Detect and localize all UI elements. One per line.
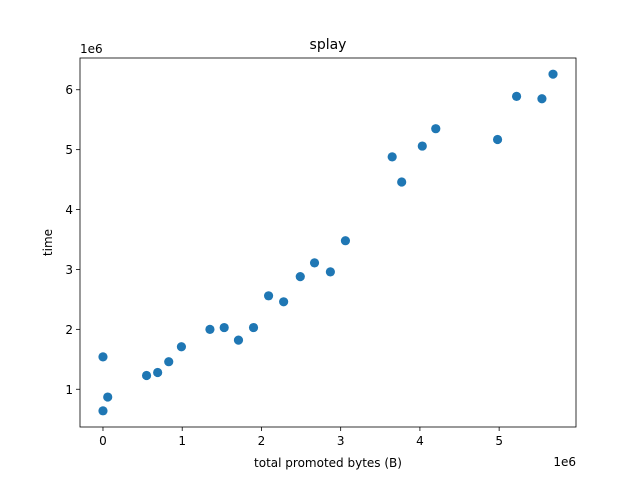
data-point <box>98 352 108 362</box>
data-point <box>263 291 274 301</box>
y-tick-label: 4 <box>65 203 73 217</box>
data-point <box>153 367 163 378</box>
points-layer <box>98 69 558 416</box>
x-axis-label: total promoted bytes (B) <box>254 456 402 470</box>
y-axis-ticks: 1 2 3 4 5 6 <box>65 83 80 397</box>
data-point <box>417 141 427 151</box>
data-point <box>205 324 215 334</box>
data-point <box>233 335 244 345</box>
y-axis-offset-label: 1e6 <box>80 42 103 56</box>
data-point <box>397 177 407 187</box>
data-point <box>537 94 547 104</box>
data-point <box>295 272 305 282</box>
data-point <box>164 357 174 367</box>
data-point <box>340 236 351 246</box>
data-point <box>279 297 289 307</box>
y-tick-label: 3 <box>65 263 73 277</box>
y-axis-label: time <box>41 229 55 256</box>
data-point <box>309 258 320 268</box>
data-point <box>511 91 522 101</box>
y-tick-label: 6 <box>65 83 73 97</box>
x-axis-offset-label: 1e6 <box>553 455 576 469</box>
y-tick-label: 1 <box>65 383 73 397</box>
data-point <box>176 342 187 352</box>
data-point <box>325 267 335 277</box>
data-point <box>141 370 152 381</box>
x-tick-label: 1 <box>178 434 186 448</box>
x-tick-label: 2 <box>258 434 266 448</box>
x-tick-label: 0 <box>99 434 107 448</box>
data-point <box>492 134 503 145</box>
data-point <box>387 152 397 162</box>
x-tick-label: 3 <box>337 434 345 448</box>
x-axis-ticks: 0 1 2 3 4 5 <box>99 427 503 448</box>
y-tick-label: 2 <box>65 323 73 337</box>
chart-title: splay <box>310 37 347 53</box>
data-point <box>248 322 259 333</box>
x-tick-label: 5 <box>495 434 503 448</box>
y-tick-label: 5 <box>65 143 73 157</box>
plot-frame <box>79 57 577 428</box>
plot-area <box>80 58 576 427</box>
data-point <box>548 69 558 79</box>
data-point <box>431 124 441 134</box>
x-tick-label: 4 <box>416 434 424 448</box>
data-point <box>103 392 113 402</box>
data-point <box>219 322 229 333</box>
data-point <box>98 406 108 416</box>
